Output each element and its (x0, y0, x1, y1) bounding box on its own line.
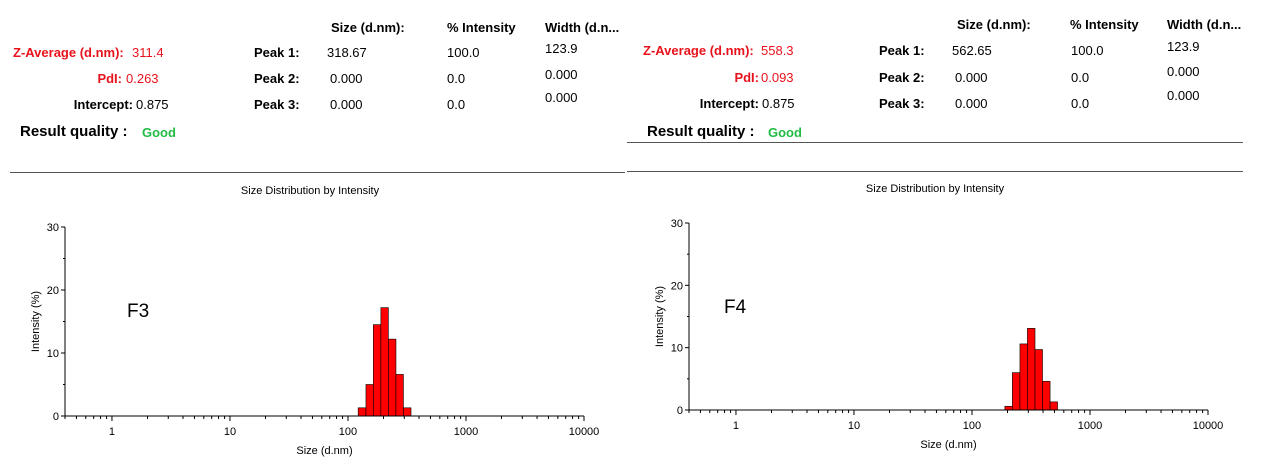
peak-1-label: Peak 1: (254, 45, 300, 60)
y-tick-label: 0 (677, 405, 683, 417)
result-quality-value: Good (768, 125, 802, 140)
intercept-label: Intercept: (73, 97, 133, 112)
bar-7 (403, 407, 412, 417)
result-quality-label: Result quality : (20, 123, 128, 140)
sample-label: F4 (724, 297, 747, 318)
y-tick-label: 10 (671, 343, 683, 355)
z-average-label: Z-Average (d.nm): (643, 43, 754, 58)
x-axis-label: Size (d.nm) (296, 445, 352, 457)
bar-2 (1012, 372, 1021, 411)
peak-2-intensity: 0.0 (1071, 70, 1090, 85)
peak-1-width: 123.9 (1167, 39, 1200, 54)
y-tick-label: 10 (47, 348, 59, 360)
intercept-value: 0.875 (136, 97, 169, 112)
y-tick-label: 20 (671, 280, 683, 292)
x-tick-label: 1000 (454, 426, 478, 438)
bar-2 (365, 384, 374, 417)
peak-1-size: 318.67 (327, 45, 367, 60)
size-header: Size (d.nm): (331, 20, 405, 35)
peak-3-size: 0.000 (330, 97, 363, 112)
x-tick-label: 1 (109, 426, 115, 438)
x-tick-label: 1 (733, 420, 739, 432)
peak-2-size: 0.000 (330, 71, 363, 86)
z-average-value: 311.4 (132, 45, 164, 60)
intercept-value: 0.875 (762, 96, 795, 111)
size-distribution-chart-f3: 0 10 20 30 1 10 100 1000 10000 Size (d.nm) Intensi… (30, 222, 600, 457)
size-distribution-chart-f4: 0 10 20 30 1 10 100 1000 10000 Size (d.nm) Intensi… (654, 218, 1224, 451)
intensity-header: % Intensity (447, 20, 516, 35)
y-tick-label: 30 (671, 218, 683, 230)
bar-3 (373, 324, 382, 417)
pdi-label: PdI: (734, 70, 759, 85)
bar-3 (1019, 343, 1028, 411)
y-tick-label: 0 (53, 411, 59, 423)
bar-4 (1027, 328, 1036, 411)
intensity-header: % Intensity (1070, 17, 1139, 32)
peak-2-intensity: 0.0 (447, 71, 466, 86)
peak-2-label: Peak 2: (254, 71, 300, 86)
results-panel-f3: Size (d.nm): % Intensity Width (d.n... Z… (0, 0, 627, 474)
peak-3-label: Peak 3: (879, 96, 925, 111)
pdi-value: 0.093 (761, 70, 794, 85)
x-tick-label: 100 (339, 426, 357, 438)
x-tick-label: 100 (963, 420, 981, 432)
divider (10, 172, 625, 173)
peak-3-intensity: 0.0 (1071, 96, 1090, 111)
y-axis-label: Intensity (%) (654, 286, 666, 347)
result-quality-label: Result quality : (647, 123, 755, 140)
peak-1-intensity: 100.0 (447, 45, 480, 60)
chart-title: Size Distribution by Intensity (240, 185, 380, 197)
bar-6 (395, 374, 404, 417)
peak-1-label: Peak 1: (879, 43, 925, 58)
y-tick-label: 20 (47, 285, 59, 297)
width-header: Width (d.n... (545, 20, 620, 35)
peak-2-width: 0.000 (545, 67, 578, 82)
peak-3-intensity: 0.0 (447, 97, 466, 112)
peak-1-intensity: 100.0 (1071, 43, 1104, 58)
peak-1-width: 123.9 (545, 41, 578, 56)
peak-3-width: 0.000 (1167, 88, 1200, 103)
peak-2-width: 0.000 (1167, 64, 1200, 79)
chart-title: Size Distribution by Intensity (865, 183, 1005, 195)
x-axis-label: Size (d.nm) (920, 439, 976, 451)
peak-1-size: 562.65 (952, 43, 992, 58)
divider-top (627, 142, 1243, 143)
y-axis-label: Intensity (%) (30, 291, 42, 352)
bar-7 (1049, 401, 1058, 411)
z-average-label: Z-Average (d.nm): (13, 45, 124, 60)
peak-2-label: Peak 2: (879, 70, 925, 85)
y-tick-label: 30 (47, 222, 59, 234)
result-quality-value: Good (142, 125, 176, 140)
peak-3-size: 0.000 (955, 96, 988, 111)
bar-5 (1034, 349, 1043, 411)
results-panel-f4: Size (d.nm): % Intensity Width (d.n... Z… (627, 0, 1261, 474)
peak-2-size: 0.000 (955, 70, 988, 85)
bar-1 (1004, 405, 1013, 411)
x-tick-label: 10000 (1193, 420, 1224, 432)
x-tick-label: 1000 (1078, 420, 1102, 432)
z-average-value: 558.3 (761, 43, 794, 58)
bar-4 (380, 307, 389, 417)
bar-6 (1042, 381, 1051, 411)
bar-1 (357, 407, 367, 417)
bar-5 (388, 338, 397, 417)
peak-3-label: Peak 3: (254, 97, 300, 112)
pdi-value: 0.263 (126, 71, 159, 86)
width-header: Width (d.n... (1167, 17, 1242, 32)
intercept-label: Intercept: (699, 96, 759, 111)
x-tick-label: 10 (848, 420, 860, 432)
pdi-label: PdI: (97, 71, 122, 86)
size-header: Size (d.nm): (957, 17, 1031, 32)
peak-3-width: 0.000 (545, 90, 578, 105)
divider (627, 171, 1243, 172)
x-tick-label: 10000 (569, 426, 600, 438)
x-tick-label: 10 (224, 426, 236, 438)
sample-label: F3 (127, 301, 150, 322)
